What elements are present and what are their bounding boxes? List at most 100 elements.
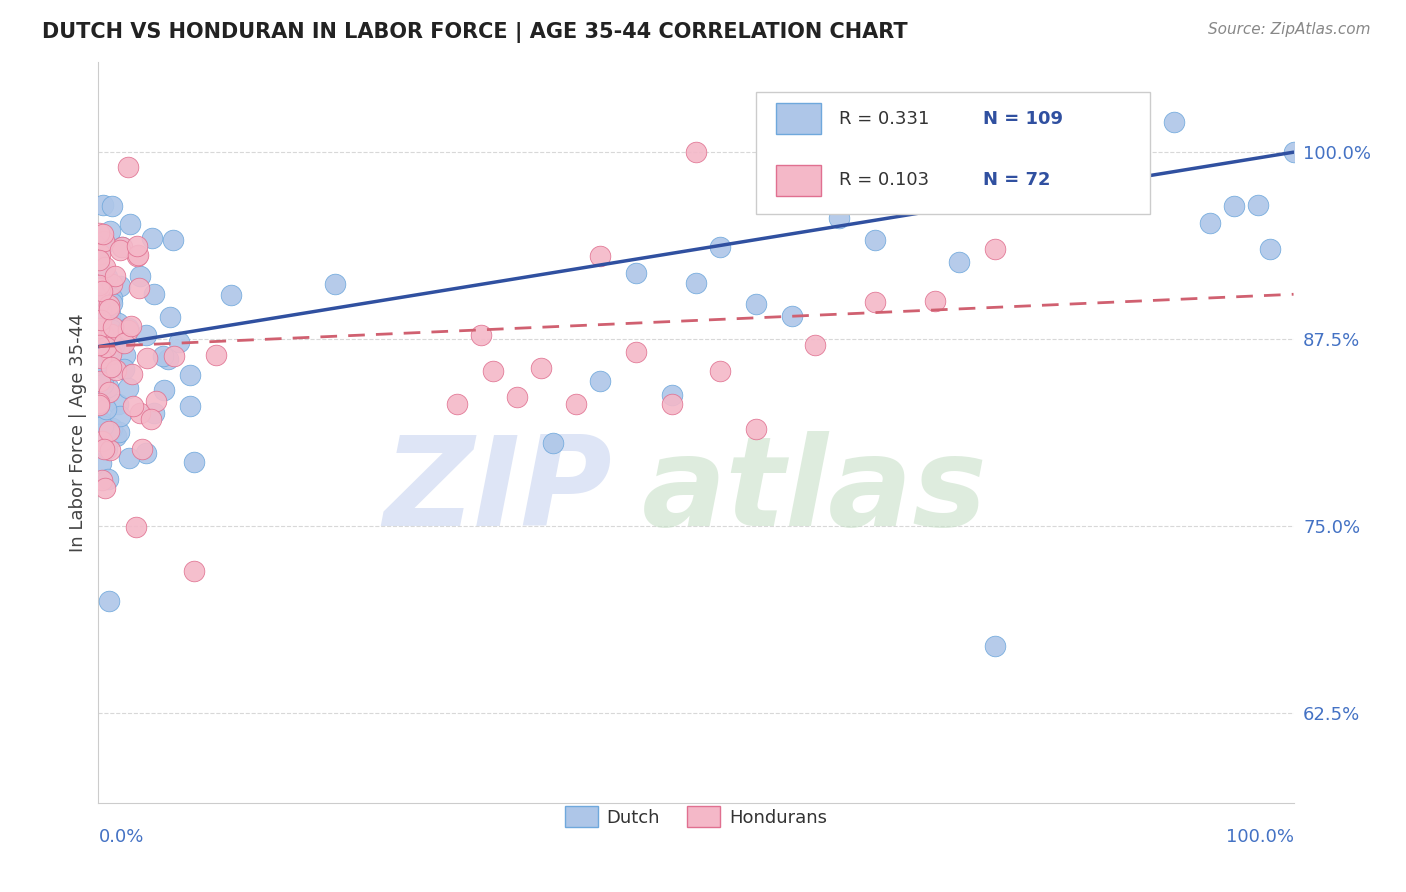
Point (948, 254, 970, 268)
Point (108, 279, 131, 293)
Point (589, 249, 612, 263)
Point (118, 217, 141, 231)
Text: R = 0.103: R = 0.103 (839, 171, 929, 189)
Point (221, 287, 243, 301)
Point (205, 348, 228, 362)
Point (91, 419, 114, 434)
Point (107, 329, 129, 343)
Point (900, 149, 922, 163)
Point (89, 310, 111, 324)
Point (143, 287, 166, 301)
Point (709, 364, 731, 378)
Point (108, 409, 131, 424)
Point (685, 277, 707, 291)
Point (97, 318, 120, 332)
Point (98, 224, 121, 238)
Point (98, 343, 121, 357)
Point (163, 349, 186, 363)
Point (125, 520, 148, 534)
Point (179, 368, 201, 383)
Point (1282, 145, 1305, 160)
Point (105, 362, 128, 376)
Point (481, 364, 505, 378)
Point (131, 442, 153, 456)
Point (780, 310, 803, 324)
Point (118, 450, 141, 465)
Point (110, 244, 132, 258)
Point (90, 415, 112, 429)
Point (117, 381, 139, 395)
Point (125, 249, 148, 263)
Point (530, 361, 553, 376)
Point (96, 402, 118, 417)
Point (87, 321, 110, 335)
Point (90, 434, 112, 448)
Point (179, 399, 201, 413)
Point (984, 639, 1007, 653)
Point (565, 396, 588, 410)
Point (135, 446, 157, 460)
Point (87, 260, 110, 274)
Point (1104, 161, 1126, 176)
Point (323, 277, 346, 292)
Point (105, 429, 128, 443)
Point (121, 399, 143, 413)
Text: R = 0.331: R = 0.331 (839, 110, 929, 128)
Point (145, 394, 167, 409)
Point (100, 347, 122, 361)
Point (865, 295, 887, 310)
Bar (776, 103, 821, 135)
Point (89, 286, 111, 301)
Point (101, 320, 124, 334)
Point (101, 277, 124, 292)
Y-axis label: In Labor Force | Age 35-44: In Labor Force | Age 35-44 (69, 313, 87, 552)
Point (141, 231, 163, 245)
Point (107, 425, 129, 439)
Point (91, 198, 114, 212)
Point (114, 348, 136, 362)
Point (121, 368, 143, 382)
Text: Source: ZipAtlas.com: Source: ZipAtlas.com (1208, 22, 1371, 37)
Point (139, 412, 162, 426)
Point (135, 328, 157, 343)
Point (865, 233, 887, 247)
Point (745, 297, 768, 311)
Point (110, 334, 132, 349)
Point (924, 188, 946, 202)
Point (152, 384, 174, 398)
Point (91, 327, 114, 342)
Point (103, 337, 125, 351)
Point (96, 442, 118, 457)
Point (97, 472, 120, 486)
Point (107, 397, 129, 411)
Point (1163, 115, 1185, 129)
Point (120, 319, 142, 334)
Point (89, 281, 111, 295)
Point (156, 352, 179, 367)
Point (87, 330, 110, 344)
Point (87, 338, 110, 352)
Point (98, 308, 121, 322)
Point (167, 335, 190, 350)
Point (589, 375, 612, 389)
Point (828, 211, 851, 225)
Point (127, 239, 149, 253)
Point (1247, 197, 1270, 211)
Point (100, 326, 122, 341)
Point (183, 455, 205, 469)
Point (89, 312, 111, 326)
Point (128, 269, 150, 284)
Legend: Dutch, Hondurans: Dutch, Hondurans (558, 799, 834, 835)
Point (96, 270, 118, 285)
Point (87, 297, 110, 311)
Point (87, 316, 110, 330)
Point (162, 233, 184, 247)
Point (93, 332, 115, 346)
Point (97, 362, 120, 376)
Point (129, 406, 152, 420)
Point (1258, 242, 1281, 256)
Point (111, 240, 134, 254)
Point (91, 473, 114, 487)
Point (661, 397, 683, 411)
Point (661, 388, 683, 402)
